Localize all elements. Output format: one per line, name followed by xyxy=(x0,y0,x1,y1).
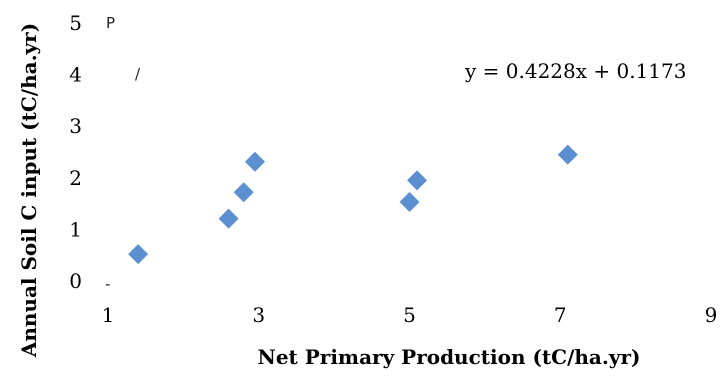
y-axis-ticks: 0 1 2 3 4 5 xyxy=(69,11,82,293)
data-point-diamond xyxy=(233,182,254,203)
data-point-diamond xyxy=(399,192,420,213)
data-point-diamond xyxy=(407,170,428,191)
y-axis-title: Annual Soil C input (tC/ha.yr) xyxy=(17,23,41,358)
y-tick-label: 0 xyxy=(69,269,82,293)
x-tick-label: 5 xyxy=(403,303,416,327)
y-tick-label: 3 xyxy=(69,114,82,138)
data-point-diamond xyxy=(244,151,265,172)
data-point-diamond xyxy=(128,244,149,265)
x-axis-title: Net Primary Production (tC/ha.yr) xyxy=(258,345,641,369)
y-tick-label: 5 xyxy=(69,11,82,35)
stray-mark-top: P xyxy=(106,14,115,32)
data-points xyxy=(128,144,578,265)
y-tick-label: 4 xyxy=(69,63,82,87)
y-tick-label: 1 xyxy=(69,217,82,241)
y-tick-label: 2 xyxy=(69,166,82,190)
x-tick-label: 7 xyxy=(554,303,567,327)
data-point-diamond xyxy=(557,144,578,165)
x-tick-label: 1 xyxy=(102,303,115,327)
data-point-diamond xyxy=(218,208,239,229)
trendline-equation: y = 0.4228x + 0.1173 xyxy=(464,59,686,83)
x-axis-ticks: 1 3 5 7 9 xyxy=(102,303,718,327)
stray-mark-dash: - xyxy=(105,275,110,293)
stray-mark-slash: / xyxy=(135,65,141,83)
x-tick-label: 9 xyxy=(705,303,718,327)
x-tick-label: 3 xyxy=(252,303,265,327)
